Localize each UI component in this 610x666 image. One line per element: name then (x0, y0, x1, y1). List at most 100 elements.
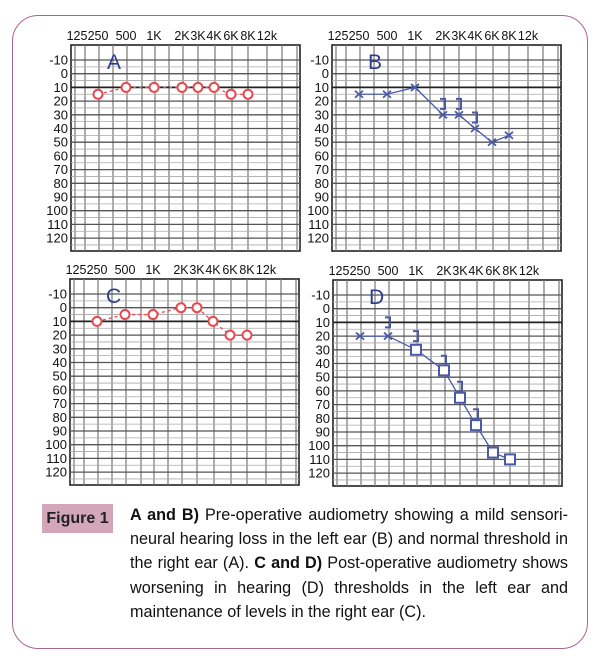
data-point-circle (208, 81, 220, 93)
y-tick-label: 100 (46, 203, 68, 218)
x-tick-label: 2K (436, 264, 452, 278)
figure-caption: A and B) Pre-operative audiometry showin… (130, 503, 568, 624)
y-tick-label: 110 (47, 217, 68, 232)
figure-label: Figure 1 (42, 504, 113, 533)
y-tick-label: 70 (54, 162, 68, 177)
data-point-x (355, 331, 365, 341)
y-tick-label: 50 (315, 135, 329, 150)
data-point-circle (92, 88, 104, 100)
y-tick-label: 80 (54, 176, 68, 191)
y-tick-label: 0 (60, 300, 67, 315)
data-point-circle (191, 302, 203, 314)
figure-frame (12, 15, 588, 649)
x-tick-label: 125 (66, 263, 87, 277)
x-tick-label: 125 (329, 264, 350, 278)
x-tick-label: 8K (239, 263, 255, 277)
plot-area (331, 44, 562, 252)
x-tick-label: 250 (88, 29, 109, 43)
x-tick-label: 1K (407, 29, 423, 43)
data-point-x (354, 90, 364, 99)
y-tick-label: 90 (316, 425, 330, 440)
y-tick-label: 100 (308, 438, 330, 453)
y-tick-label: 80 (316, 411, 330, 426)
x-tick-label: 6K (484, 29, 500, 43)
x-tick-label: 500 (377, 29, 398, 43)
x-tick-label: 1K (145, 263, 161, 277)
y-tick-label: 10 (53, 314, 67, 329)
y-tick-label: 10 (315, 80, 329, 95)
x-tick-label: 12k (257, 29, 278, 43)
data-point-circle (120, 81, 132, 93)
x-tick-label: 12k (518, 29, 539, 43)
y-tick-label: 100 (45, 437, 67, 452)
y-tick-label: 70 (53, 396, 67, 411)
x-tick-label: 250 (87, 263, 108, 277)
x-tick-label: 2K (435, 29, 451, 43)
caption-text-cd: Post-operative audiometry shows worsenin… (130, 554, 569, 621)
x-tick-label: 12k (256, 263, 277, 277)
plot-area (332, 279, 563, 487)
plot-area (70, 44, 301, 252)
y-tick-label: 60 (53, 382, 67, 397)
data-point-x (438, 110, 448, 119)
y-tick-label: 90 (54, 190, 68, 205)
y-tick-label: 120 (308, 466, 330, 481)
bone-conduction-bracket (413, 330, 419, 343)
data-point-circle (148, 81, 160, 93)
y-tick-label: 30 (54, 107, 68, 122)
x-tick-label: 250 (349, 29, 370, 43)
x-tick-label: 4K (206, 29, 222, 43)
data-point-x (487, 138, 497, 147)
data-point-square (410, 343, 422, 356)
bone-conduction-bracket (385, 316, 391, 329)
audiogram-C: 125 250 500 1K 2K 3K 4K 6K 8K 12k -100102030405060… (45, 263, 300, 486)
x-tick-label: 500 (378, 264, 399, 278)
y-tick-label: 20 (315, 94, 329, 109)
x-tick-label: 2K (174, 29, 190, 43)
y-tick-label: 30 (315, 107, 329, 122)
caption-text-ab: Pre-operative audiometry showing a mild … (130, 506, 568, 573)
x-tick-label: 4K (205, 263, 221, 277)
x-tick-label: 8K (502, 264, 518, 278)
y-tick-label: 90 (53, 424, 67, 439)
x-tick-label: 4K (468, 264, 484, 278)
data-point-circle (225, 88, 237, 100)
data-point-circle (242, 88, 254, 100)
data-point-circle (119, 309, 131, 321)
y-tick-label: 100 (307, 203, 329, 218)
y-tick-label: 50 (53, 369, 67, 384)
x-tick-label: 6K (222, 263, 238, 277)
data-point-circle (175, 302, 187, 314)
y-tick-label: 120 (46, 231, 68, 246)
data-point-square (504, 453, 516, 466)
y-tick-label: 110 (46, 451, 67, 466)
x-tick-label: 4K (467, 29, 483, 43)
y-tick-label: 40 (53, 355, 67, 370)
y-tick-label: 10 (54, 80, 68, 95)
y-tick-label: 120 (307, 231, 329, 246)
x-tick-label: 6K (223, 29, 239, 43)
x-tick-label: 500 (116, 29, 137, 43)
y-tick-label: 70 (315, 162, 329, 177)
plot-area (69, 278, 300, 486)
y-tick-label: 110 (308, 217, 329, 232)
y-tick-label: 80 (315, 176, 329, 191)
x-tick-label: 3K (189, 263, 205, 277)
panel-letter: B (368, 51, 382, 74)
y-tick-label: 30 (53, 341, 67, 356)
x-tick-label: 125 (67, 29, 88, 43)
data-point-x (470, 124, 480, 133)
y-tick-label: 10 (316, 315, 330, 330)
data-point-x (504, 131, 514, 140)
y-tick-label: 20 (316, 329, 330, 344)
audiogram-A: 125 250 500 1K 2K 3K 4K 6K 8K 12k -100102030405060… (46, 29, 301, 252)
x-tick-label: 8K (240, 29, 256, 43)
y-tick-label: -10 (311, 288, 330, 303)
y-tick-label: -10 (48, 287, 67, 302)
y-tick-label: 70 (316, 397, 330, 412)
data-point-x (382, 90, 392, 99)
x-tick-label: 250 (350, 264, 371, 278)
data-point-x (410, 83, 420, 92)
data-point-square (454, 391, 466, 404)
